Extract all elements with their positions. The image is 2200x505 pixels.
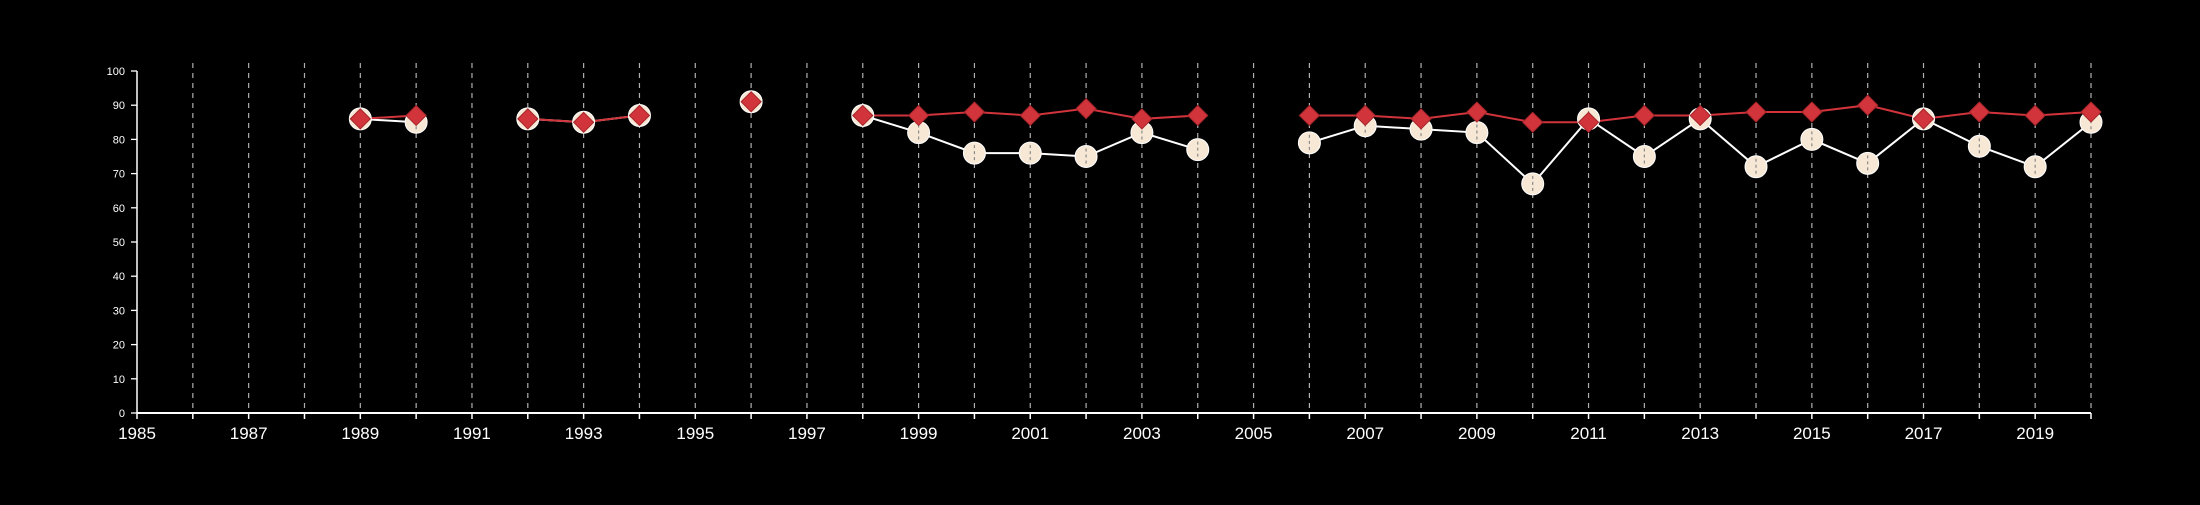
y-tick-label: 60 — [113, 203, 125, 215]
data-point-diamond — [1745, 101, 1767, 123]
data-point-diamond — [1968, 101, 1991, 123]
y-tick-label: 80 — [113, 134, 125, 146]
data-point-diamond — [963, 101, 986, 123]
axis-layer: 0 10 20 30 40 50 60 70 80 90 100 1985 1987 1989 1991 19… — [107, 66, 2092, 443]
data-point-diamond — [1131, 108, 1153, 130]
x-tick-label: 1997 — [788, 424, 826, 443]
data-point-diamond — [1689, 104, 1711, 127]
data-point-diamond — [1075, 97, 1097, 120]
y-tick-label: 70 — [113, 169, 125, 181]
x-tick-label: 1985 — [118, 424, 156, 443]
data-point-diamond — [517, 108, 539, 130]
data-point-diamond — [1354, 104, 1376, 127]
x-tick-label: 1993 — [565, 424, 603, 443]
data-point-diamond — [628, 104, 651, 127]
data-point-diamond — [1912, 108, 1935, 130]
x-tick-label: 1987 — [230, 424, 268, 443]
data-point-diamond — [349, 108, 372, 130]
data-point-diamond — [852, 104, 874, 127]
y-tick-label: 100 — [107, 66, 125, 78]
data-point-diamond — [572, 111, 595, 134]
data-point-diamond — [1801, 101, 1823, 123]
data-point-diamond — [1633, 104, 1656, 127]
data-point-diamond — [1410, 108, 1432, 130]
x-tick-label: 2001 — [1011, 424, 1049, 443]
series-layer — [348, 90, 2103, 196]
x-tick-label: 2013 — [1681, 424, 1719, 443]
data-point-diamond — [2080, 101, 2102, 123]
x-tick-label: 2015 — [1793, 424, 1831, 443]
data-point-diamond — [1466, 101, 1488, 123]
data-point-diamond — [907, 104, 930, 127]
data-point-diamond — [740, 91, 762, 113]
data-point-diamond — [1856, 94, 1879, 116]
y-tick-label: 40 — [113, 271, 125, 283]
y-tick-label: 50 — [113, 237, 125, 249]
data-point-diamond — [405, 104, 427, 127]
y-tick-label: 20 — [113, 340, 125, 352]
x-tick-label: 1999 — [900, 424, 938, 443]
x-tick-label: 1991 — [453, 424, 491, 443]
x-tick-label: 2005 — [1235, 424, 1273, 443]
data-point-diamond — [1522, 111, 1544, 134]
grid-layer — [192, 63, 2092, 413]
x-tick-label: 2011 — [1570, 424, 1607, 443]
y-tick-label: 0 — [119, 408, 125, 420]
y-tick-label: 90 — [113, 100, 125, 112]
x-tick-label: 1989 — [341, 424, 379, 443]
data-point-diamond — [1298, 104, 1321, 127]
y-tick-label: 30 — [113, 305, 125, 317]
x-tick-label: 2009 — [1458, 424, 1496, 443]
data-point-diamond — [1577, 111, 1600, 134]
data-point-diamond — [2024, 104, 2046, 127]
x-tick-label: 1995 — [676, 424, 714, 443]
data-point-diamond — [1019, 104, 1041, 127]
data-point-diamond — [1187, 104, 1209, 127]
x-tick-label: 2019 — [2016, 424, 2054, 443]
x-tick-label: 2007 — [1346, 424, 1384, 443]
x-tick-label: 2017 — [1905, 424, 1943, 443]
y-tick-label: 10 — [113, 374, 125, 386]
x-tick-label: 2003 — [1123, 424, 1161, 443]
